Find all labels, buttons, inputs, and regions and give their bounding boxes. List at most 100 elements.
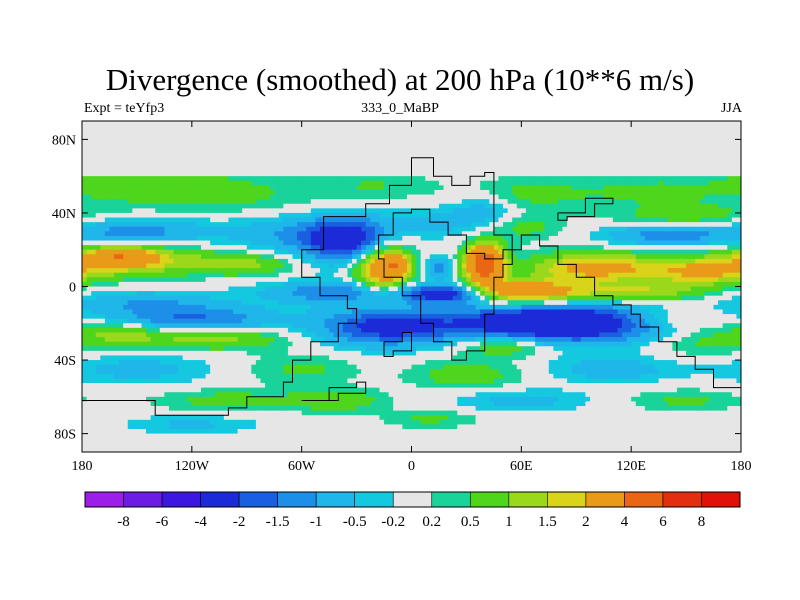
field-cell [580, 217, 587, 223]
field-cell [370, 121, 376, 127]
field-cell [530, 217, 536, 223]
field-cell [187, 180, 193, 186]
field-cell [425, 157, 431, 163]
field-cell [310, 157, 316, 163]
field-cell [100, 217, 106, 223]
field-cell [255, 254, 262, 260]
field-cell [123, 222, 129, 228]
field-cell [562, 254, 568, 260]
field-cell [457, 245, 463, 251]
field-cell [251, 130, 257, 136]
field-cell [370, 208, 376, 214]
field-cell [361, 245, 367, 251]
field-cell [622, 180, 628, 186]
field-cell [118, 245, 124, 251]
field-cell [319, 148, 326, 154]
field-cell [452, 180, 458, 186]
field-cell [727, 180, 733, 186]
field-cell [507, 249, 513, 255]
field-cell [159, 203, 165, 209]
field-cell [324, 143, 330, 150]
field-cell [635, 180, 641, 186]
field-cell [690, 245, 696, 251]
field-cell [690, 171, 696, 177]
field-cell [306, 130, 312, 136]
field-cell [182, 254, 188, 260]
field-cell [342, 249, 349, 255]
field-cell [402, 139, 408, 145]
field-cell [516, 212, 522, 219]
field-cell [155, 153, 161, 159]
field-cell [200, 130, 207, 136]
field-cell [539, 185, 545, 191]
field-cell [342, 180, 349, 186]
field-cell [507, 222, 513, 228]
field-cell [667, 189, 673, 196]
field-cell [539, 162, 545, 168]
field-cell [200, 203, 207, 209]
field-cell [196, 203, 202, 209]
field-cell [535, 171, 541, 177]
field-cell [82, 194, 88, 200]
field-cell [182, 231, 188, 237]
field-cell [644, 148, 651, 154]
field-cell [95, 162, 101, 168]
field-cell [219, 254, 225, 260]
field-cell [114, 134, 120, 140]
field-cell [114, 199, 120, 205]
field-cell [475, 258, 481, 265]
field-cell [695, 272, 701, 278]
field-cell [361, 176, 367, 182]
field-cell [370, 272, 376, 278]
field-cell [269, 277, 275, 283]
field-cell [516, 199, 522, 205]
field-cell [411, 180, 417, 186]
field-cell [663, 189, 669, 196]
field-cell [516, 277, 522, 283]
field-cell [718, 203, 724, 209]
field-cell [521, 249, 527, 255]
field-cell [640, 180, 646, 186]
field-cell [416, 134, 422, 140]
field-cell [86, 171, 92, 177]
field-cell [681, 139, 687, 145]
field-cell [265, 166, 271, 173]
field-cell [278, 212, 284, 219]
field-cell [525, 139, 532, 145]
field-cell [731, 249, 738, 255]
field-cell [466, 153, 472, 159]
field-cell [548, 258, 554, 265]
field-cell [530, 125, 536, 131]
field-cell [146, 194, 152, 200]
field-cell [672, 245, 678, 251]
field-cell [667, 194, 673, 200]
field-cell [100, 240, 106, 246]
field-cell [342, 157, 349, 163]
field-cell [686, 208, 692, 214]
field-cell [109, 254, 115, 260]
field-cell [310, 258, 316, 265]
field-cell [438, 245, 445, 251]
chart-title: Divergence (smoothed) at 200 hPa (10**6 … [105, 62, 695, 97]
field-cell [480, 272, 486, 278]
field-cell [576, 222, 582, 228]
field-cell [475, 245, 481, 251]
field-cell [484, 226, 490, 232]
field-cell [178, 171, 184, 177]
field-cell [530, 268, 536, 274]
field-cell [136, 226, 143, 232]
field-cell [260, 130, 266, 136]
field-cell [580, 130, 587, 136]
field-cell [187, 130, 193, 136]
field-cell [319, 258, 326, 265]
field-cell [301, 208, 307, 214]
field-cell [370, 139, 376, 145]
field-cell [699, 212, 705, 219]
field-cell [292, 199, 298, 205]
field-cell [516, 258, 522, 265]
field-cell [338, 185, 344, 191]
field-cell [411, 176, 417, 182]
field-cell [507, 226, 513, 232]
field-cell [205, 171, 211, 177]
field-cell [457, 212, 463, 219]
